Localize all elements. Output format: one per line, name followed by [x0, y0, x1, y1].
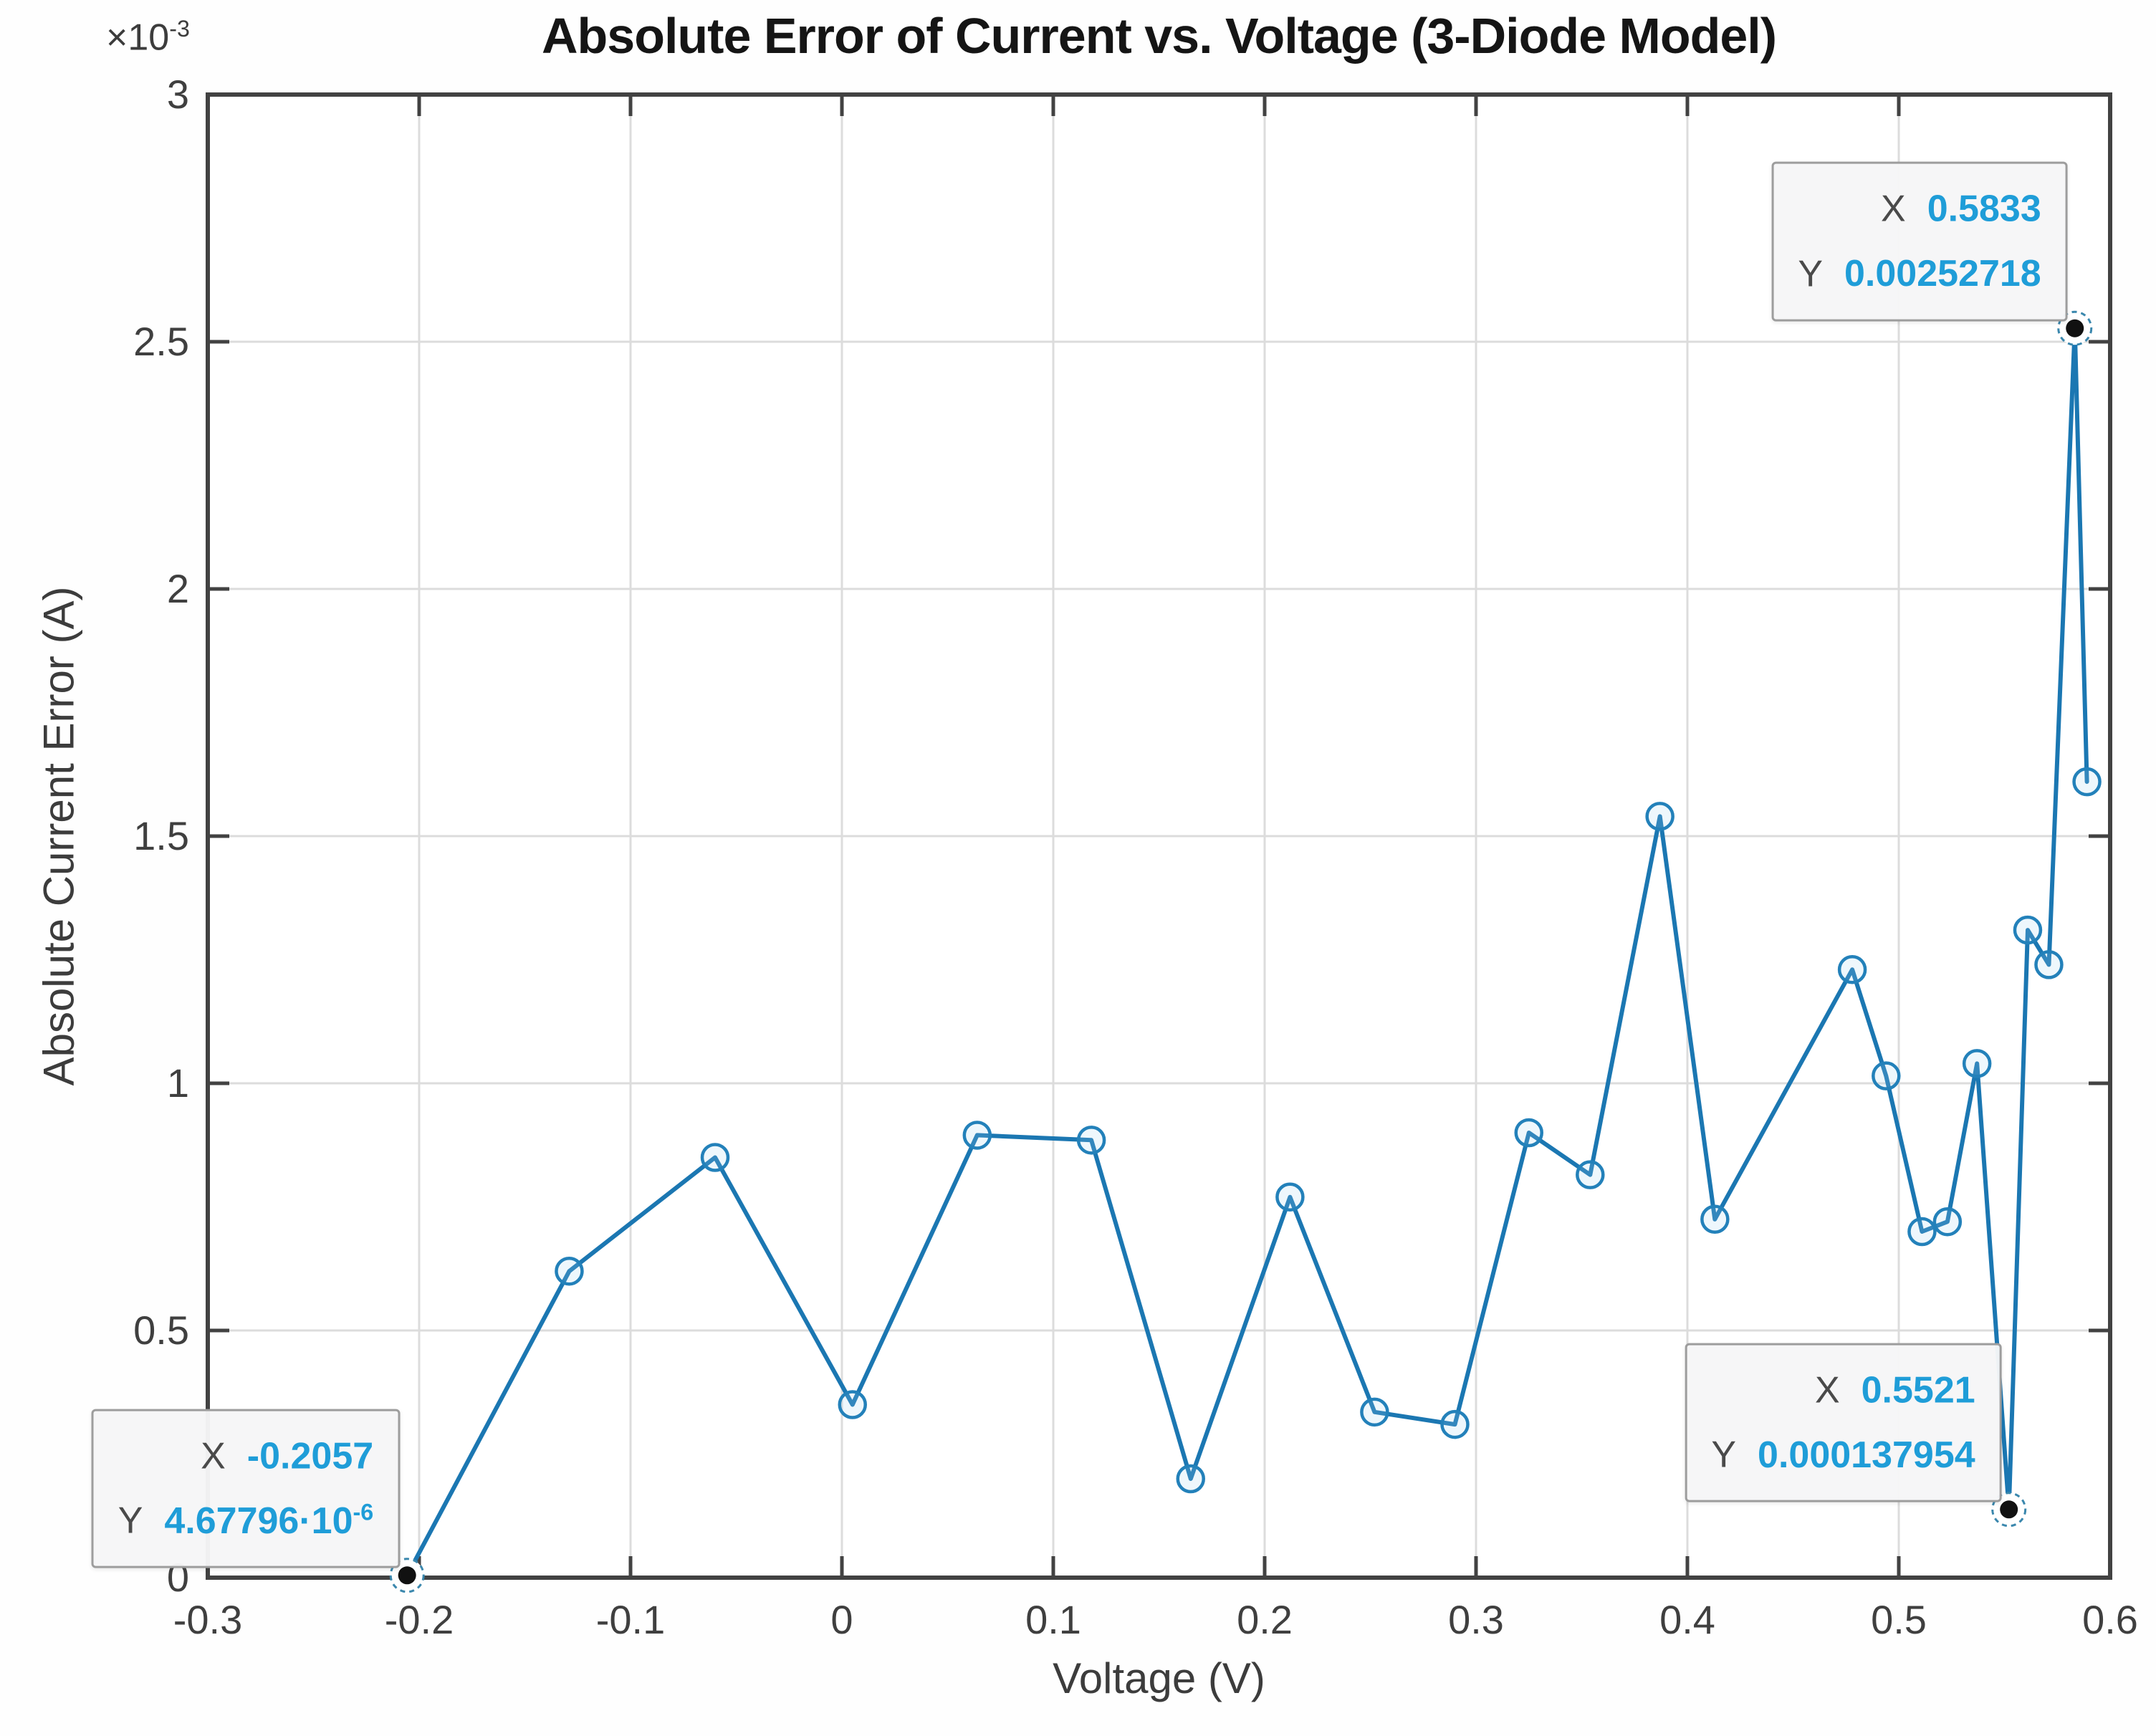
- data-point-marker[interactable]: [1872, 1061, 1901, 1090]
- y-axis-multiplier-base: ×10: [106, 16, 170, 59]
- data-point-marker[interactable]: [2013, 915, 2043, 945]
- x-tick-label: 0.1: [1025, 1597, 1081, 1642]
- datatip-y-row: Y 0.00252718: [1798, 237, 2041, 302]
- datatip-x-value: -0.2057: [246, 1435, 374, 1477]
- data-point-marker[interactable]: [1514, 1118, 1543, 1148]
- data-point-marker[interactable]: [1440, 1409, 1470, 1439]
- datatip-y-label: Y: [1711, 1434, 1737, 1476]
- y-axis-multiplier-exponent: -3: [169, 16, 190, 42]
- datatip-anchor-dot[interactable]: [398, 1566, 416, 1585]
- x-tick-label: 0.4: [1659, 1597, 1715, 1642]
- y-tick-label: 3: [167, 72, 189, 117]
- datatip-anchor-dot[interactable]: [2066, 319, 2084, 337]
- datatip-y-label: Y: [118, 1500, 143, 1542]
- datatip-x-row: X -0.2057: [118, 1428, 373, 1484]
- y-tick-label: 1.5: [133, 813, 189, 858]
- y-axis-label: Absolute Current Error (A): [34, 586, 83, 1086]
- data-point-marker[interactable]: [1275, 1182, 1305, 1212]
- data-point-marker[interactable]: [1176, 1464, 1205, 1494]
- x-tick-label: 0.3: [1448, 1597, 1504, 1642]
- datatip-y-row: Y 0.000137954: [1711, 1418, 1975, 1482]
- y-tick-label: 0.5: [133, 1308, 189, 1353]
- x-tick-label: -0.2: [385, 1597, 454, 1642]
- data-point-marker[interactable]: [1576, 1160, 1605, 1189]
- data-point-marker[interactable]: [1837, 955, 1867, 984]
- data-point-marker[interactable]: [962, 1121, 992, 1150]
- datatip-min-point[interactable]: X 0.5521 Y 0.000137954: [1685, 1343, 2002, 1502]
- x-axis-label: Voltage (V): [1053, 1654, 1265, 1702]
- data-point-marker[interactable]: [700, 1143, 730, 1172]
- datatip-x-row: X 0.5521: [1711, 1362, 1975, 1418]
- data-point-marker[interactable]: [1907, 1217, 1937, 1247]
- data-point-marker[interactable]: [1360, 1397, 1389, 1427]
- datatip-x-value: 0.5521: [1861, 1369, 1975, 1411]
- datatip-x-label: X: [201, 1435, 226, 1477]
- data-point-marker[interactable]: [1700, 1204, 1730, 1234]
- datatip-x-value: 0.5833: [1927, 188, 2041, 230]
- datatip-x-label: X: [1881, 188, 1906, 230]
- datatip-y-value: 4.67796·10-6: [164, 1499, 374, 1542]
- y-tick-label: 1: [167, 1060, 189, 1106]
- datatip-y-value: 0.000137954: [1758, 1434, 1975, 1476]
- data-point-marker[interactable]: [2072, 767, 2102, 797]
- datatip-anchor-dot[interactable]: [2000, 1500, 2018, 1519]
- data-point-marker[interactable]: [555, 1256, 584, 1286]
- data-point-marker[interactable]: [1076, 1126, 1106, 1155]
- datatip-y-label: Y: [1798, 253, 1823, 295]
- x-tick-label: 0.6: [2082, 1597, 2138, 1642]
- datatip-first-point[interactable]: X -0.2057 Y 4.67796·10-6: [91, 1409, 401, 1568]
- x-tick-label: -0.3: [173, 1597, 243, 1642]
- data-point-marker[interactable]: [1932, 1207, 1963, 1237]
- data-line[interactable]: [405, 326, 2089, 1578]
- data-point-marker[interactable]: [838, 1390, 867, 1419]
- datatip-x-row: X 0.5833: [1798, 181, 2041, 237]
- datatip-peak-point[interactable]: X 0.5833 Y 0.00252718: [1771, 161, 2068, 322]
- y-axis-multiplier: ×10-3: [106, 16, 190, 59]
- x-tick-label: 0.2: [1237, 1597, 1293, 1642]
- x-tick-label: 0: [830, 1597, 853, 1642]
- datatip-x-label: X: [1814, 1369, 1840, 1411]
- x-tick-label: 0.5: [1871, 1597, 1927, 1642]
- chart-title: Absolute Error of Current vs. Voltage (3…: [541, 8, 1777, 64]
- datatip-y-row: Y 4.67796·10-6: [118, 1484, 373, 1548]
- data-point-marker[interactable]: [1645, 802, 1675, 831]
- datatip-y-value: 0.00252718: [1844, 253, 2041, 295]
- y-tick-label: 2.5: [133, 319, 189, 364]
- x-tick-label: -0.1: [596, 1597, 666, 1642]
- y-tick-label: 2: [167, 566, 189, 611]
- data-point-marker[interactable]: [1962, 1049, 1992, 1078]
- data-point-marker[interactable]: [2034, 950, 2064, 979]
